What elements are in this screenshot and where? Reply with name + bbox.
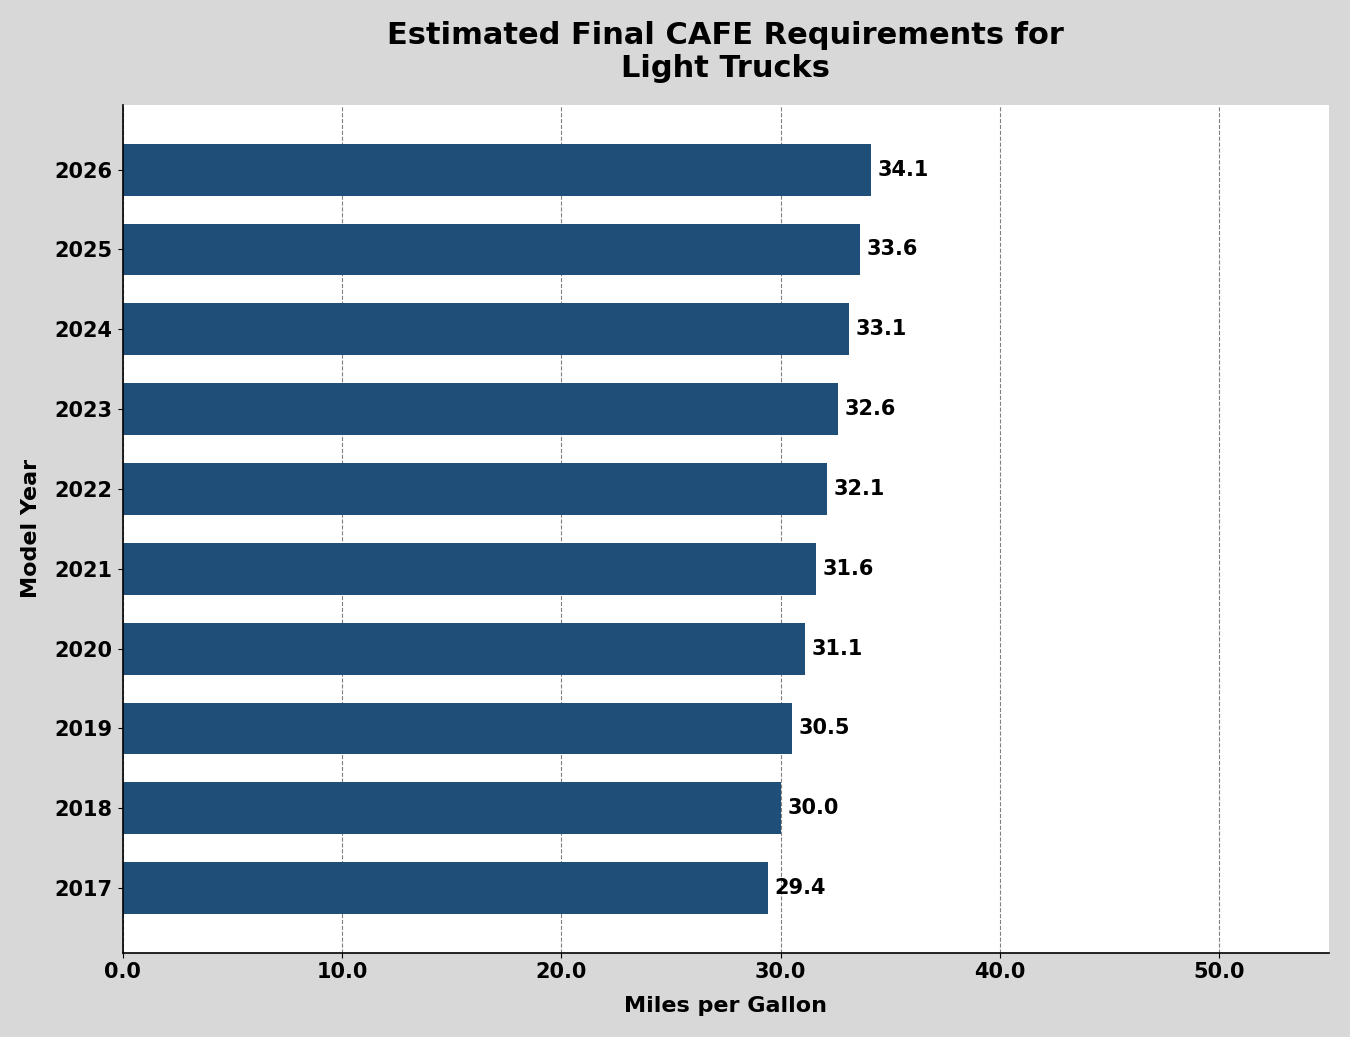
Bar (123, 144, 871, 196)
Text: 31.6: 31.6 (822, 559, 873, 579)
Text: 33.1: 33.1 (856, 319, 907, 339)
Bar (123, 782, 780, 834)
Bar (123, 304, 849, 356)
Bar (123, 384, 838, 436)
Bar (123, 702, 791, 754)
X-axis label: Miles per Gallon: Miles per Gallon (624, 997, 828, 1016)
Text: 30.5: 30.5 (798, 719, 849, 738)
Bar (123, 464, 826, 515)
Text: 30.0: 30.0 (787, 798, 838, 818)
Title: Estimated Final CAFE Requirements for
Light Trucks: Estimated Final CAFE Requirements for Li… (387, 21, 1064, 83)
Y-axis label: Model Year: Model Year (20, 459, 40, 598)
Bar (123, 542, 815, 595)
Text: 29.4: 29.4 (774, 878, 826, 898)
Bar (123, 862, 768, 914)
Text: 31.1: 31.1 (811, 639, 863, 658)
Text: 34.1: 34.1 (878, 160, 929, 179)
Text: 32.6: 32.6 (844, 399, 895, 419)
Text: 32.1: 32.1 (833, 479, 884, 499)
Text: 33.6: 33.6 (867, 240, 918, 259)
Bar (123, 224, 860, 276)
Bar (123, 622, 805, 674)
